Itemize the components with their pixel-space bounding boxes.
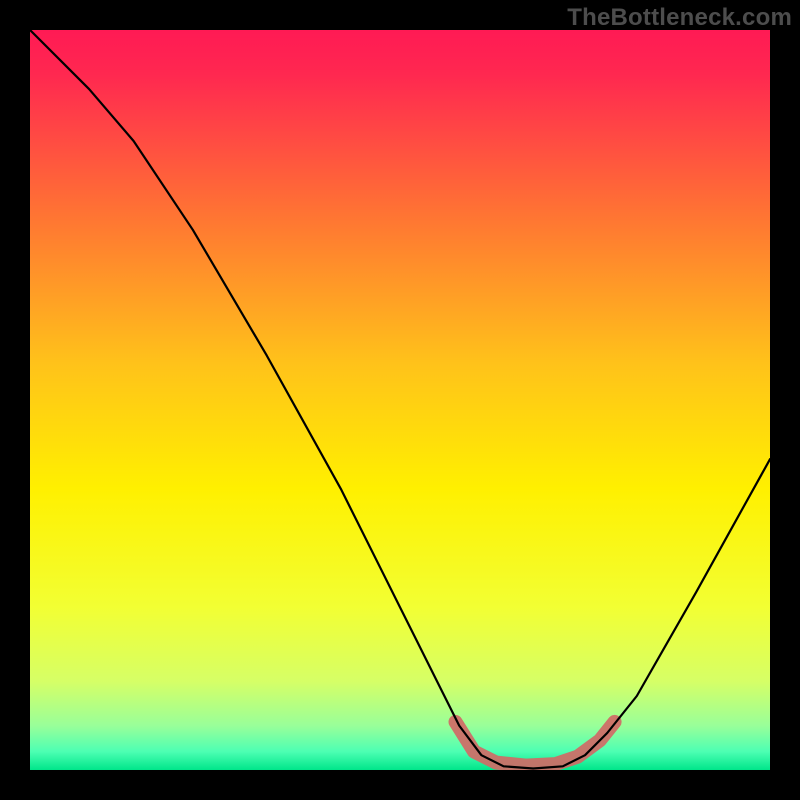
bottleneck-curve [30,30,770,769]
chart-stage: TheBottleneck.com [0,0,800,800]
highlight-band [456,722,615,766]
plot-area [30,30,770,770]
attribution-text: TheBottleneck.com [567,4,792,32]
curve-layer [30,30,770,770]
